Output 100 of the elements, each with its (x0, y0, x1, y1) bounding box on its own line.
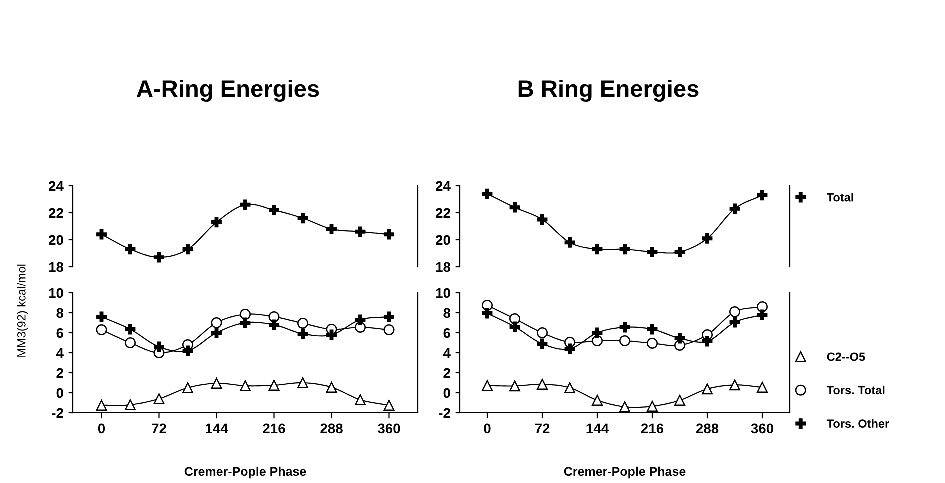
y-tick-label: 4 (443, 348, 451, 358)
y-tick-label: 20 (49, 235, 64, 246)
x-tick-label: 216 (263, 424, 286, 434)
point (212, 217, 222, 228)
point (125, 338, 136, 348)
point (510, 202, 520, 213)
point (384, 324, 395, 336)
point (730, 306, 740, 318)
x-tick-label: 144 (206, 424, 228, 434)
y-tick-label: 2 (56, 368, 64, 378)
point (647, 246, 658, 258)
point (702, 384, 713, 395)
y-tick-label: 8 (56, 308, 64, 318)
x-tick-label: 360 (378, 424, 400, 434)
legend-label: C2--O5 (827, 352, 866, 362)
point (355, 394, 366, 406)
y-tick-label: 6 (56, 328, 64, 338)
y-tick-label: 22 (436, 208, 450, 218)
legend-label: Tors. Total (826, 386, 885, 395)
point (482, 308, 493, 319)
y-tick-label: 8 (444, 308, 451, 318)
point (125, 400, 136, 410)
point (384, 400, 395, 411)
point (182, 382, 194, 394)
x-tick-label: 72 (535, 424, 550, 434)
point (674, 395, 686, 406)
point (620, 402, 630, 412)
point (326, 382, 338, 393)
chart-title: B Ring Energies (518, 80, 699, 102)
y-tick-label: 18 (49, 262, 64, 272)
point (298, 328, 308, 340)
x-axis-title: Cremer-Pople Phase (184, 466, 306, 479)
y-tick-label: 18 (436, 262, 451, 272)
point (537, 328, 548, 338)
x-axis-title: Cremer-Pople Phase (564, 466, 686, 479)
point (564, 237, 576, 248)
point (96, 324, 108, 336)
point (674, 246, 686, 258)
x-tick-label: 0 (98, 424, 106, 434)
point (298, 378, 308, 388)
x-tick-label: 72 (152, 424, 166, 434)
point (674, 333, 686, 344)
x-tick-label: 216 (641, 424, 664, 434)
y-tick-label: -2 (52, 408, 64, 418)
x-tick-label: 360 (751, 424, 774, 434)
point (211, 318, 222, 328)
point (212, 328, 222, 338)
point (154, 342, 164, 352)
x-tick-label: 288 (320, 424, 343, 434)
point (240, 309, 251, 320)
point (702, 233, 713, 244)
point (510, 322, 520, 332)
point (592, 328, 603, 338)
point (702, 336, 713, 347)
y-tick-label: 10 (436, 288, 450, 298)
point (757, 310, 768, 320)
y-tick-label: 0 (56, 388, 64, 398)
point (182, 346, 194, 356)
point (647, 338, 658, 349)
point (564, 382, 576, 394)
point (482, 300, 493, 311)
point (730, 380, 740, 391)
point (154, 394, 165, 404)
y-tick-label: 10 (49, 288, 64, 298)
point (592, 244, 603, 255)
y-tick-label: 4 (56, 348, 64, 358)
point (757, 302, 768, 312)
y-tick-label: -2 (439, 408, 450, 418)
point (510, 314, 520, 324)
point (537, 214, 548, 225)
point (268, 380, 280, 391)
legend-label: Total (826, 193, 854, 202)
legend-label: Tors. Other (826, 419, 890, 428)
y-tick-label: 20 (436, 235, 450, 246)
point (592, 395, 603, 406)
point (384, 312, 394, 322)
point (620, 322, 630, 333)
point (182, 244, 194, 255)
point (537, 338, 548, 350)
point (482, 380, 493, 392)
x-tick-label: 144 (586, 424, 610, 434)
point (268, 312, 280, 322)
point (355, 314, 366, 326)
point (730, 317, 740, 328)
point (592, 336, 603, 346)
point (298, 213, 308, 224)
chart-title: A-Ring Energies (137, 80, 320, 102)
point (96, 229, 107, 240)
point (384, 229, 394, 240)
point (240, 200, 251, 210)
y-tick-label: 2 (444, 368, 450, 378)
point (537, 379, 548, 390)
point (326, 224, 337, 234)
point (211, 378, 222, 389)
point (269, 320, 280, 330)
y-tick-label: 22 (49, 208, 64, 218)
point (125, 324, 136, 335)
point (620, 336, 630, 346)
point (355, 226, 366, 238)
point (240, 318, 251, 328)
